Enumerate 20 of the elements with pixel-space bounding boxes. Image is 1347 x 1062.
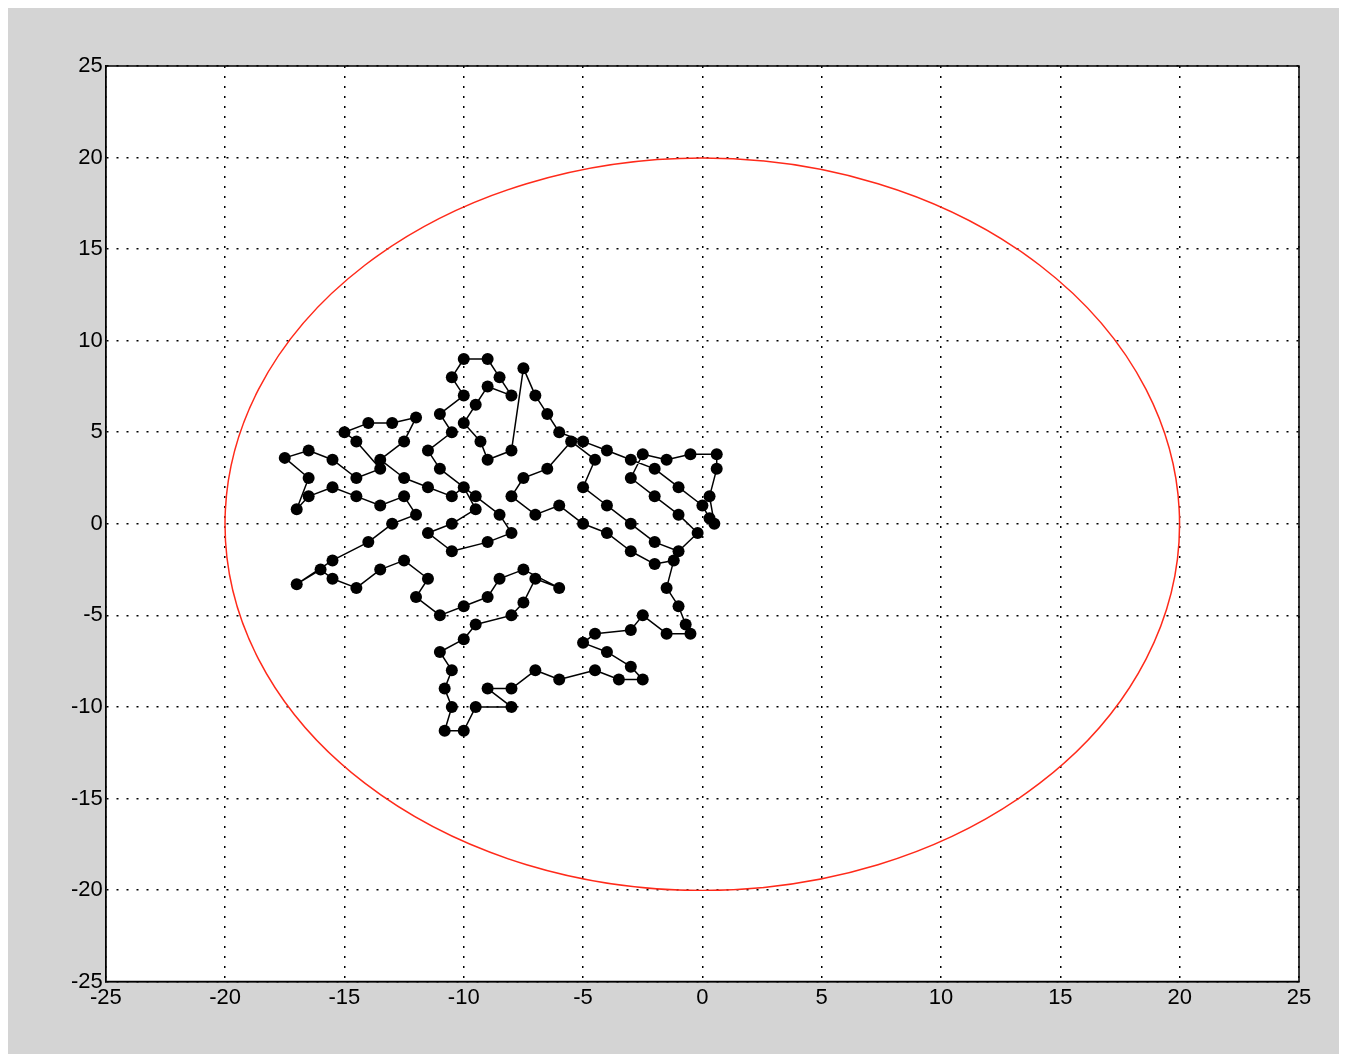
y-tick-label: -5 bbox=[83, 601, 103, 627]
x-tick-label: 0 bbox=[696, 983, 709, 1009]
y-tick-label: -20 bbox=[71, 876, 103, 902]
x-tick-label: -10 bbox=[447, 983, 480, 1009]
x-tick-label: 25 bbox=[1286, 983, 1312, 1009]
y-tick-label: 20 bbox=[78, 143, 103, 169]
y-tick-label: 5 bbox=[90, 418, 103, 444]
y-tick-label: 15 bbox=[78, 235, 103, 261]
x-tick-label: 5 bbox=[815, 983, 828, 1009]
x-tick-label: -20 bbox=[209, 983, 242, 1009]
x-tick-label: 15 bbox=[1048, 983, 1073, 1009]
y-tick-label: -15 bbox=[71, 784, 103, 810]
x-tick-label: 10 bbox=[928, 983, 954, 1009]
y-tick-label: 10 bbox=[78, 326, 103, 352]
y-tick-label: 0 bbox=[90, 509, 103, 535]
y-tick-label: -10 bbox=[71, 692, 103, 718]
x-tick-label: -15 bbox=[328, 983, 361, 1009]
x-tick-label: -5 bbox=[573, 983, 593, 1009]
x-tick-label: 20 bbox=[1167, 983, 1192, 1009]
y-tick-label: 25 bbox=[78, 52, 103, 78]
